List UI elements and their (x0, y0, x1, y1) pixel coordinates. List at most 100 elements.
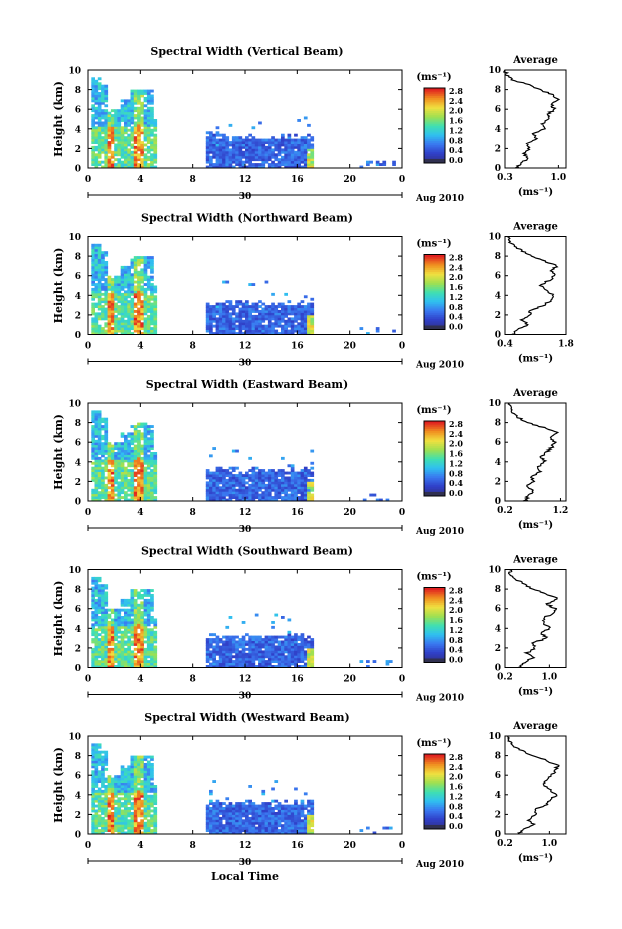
heatmap-cell (150, 143, 154, 147)
heatmap-cell (218, 829, 223, 832)
heatmap-cell (277, 488, 282, 492)
heatmap-cell (205, 319, 210, 323)
heatmap-cell (150, 478, 154, 482)
heatmap-cell (101, 647, 105, 651)
heatmap-cell (153, 488, 158, 492)
colorbar-segment (424, 295, 445, 299)
heatmap-cell (137, 826, 141, 830)
heatmap-cell (271, 652, 275, 656)
heatmap-cell (127, 789, 131, 793)
heatmap-cell (127, 432, 131, 436)
heatmap-cell (215, 319, 220, 323)
heatmap-cell (241, 302, 246, 306)
heatmap-cell (287, 650, 292, 654)
heatmap-cell (218, 138, 223, 142)
heatmap-cell (117, 486, 122, 490)
heatmap-cell (133, 665, 138, 668)
heatmap-cell (271, 148, 275, 152)
heatmap-cell (267, 652, 272, 656)
heatmap-cell (258, 652, 262, 656)
heatmap-cell (143, 290, 148, 294)
heatmap-cell (238, 476, 243, 480)
heatmap-cell (137, 324, 141, 328)
heatmap-cell (107, 821, 112, 825)
heatmap-cell (107, 275, 112, 279)
heatmap-cell (267, 327, 272, 330)
colorbar-segment (424, 488, 445, 491)
heatmap-cell (218, 150, 223, 154)
heatmap-cell (241, 476, 246, 480)
heatmap-cell (97, 787, 102, 791)
heatmap-cell (133, 94, 138, 98)
heatmap-cell (303, 155, 308, 159)
heatmap-cell (114, 116, 118, 120)
heatmap-cell (261, 474, 266, 477)
heatmap-cell (248, 133, 252, 137)
heatmap-cell (382, 163, 387, 166)
heatmap-cell (114, 787, 118, 791)
heatmap-cell (261, 165, 266, 169)
heatmap-cell (91, 329, 95, 333)
heatmap-cell (133, 660, 138, 663)
heatmap-cell (303, 141, 308, 144)
heatmap-cell (101, 87, 105, 91)
colorbar-segment (424, 596, 445, 600)
heatmap-cell (231, 449, 236, 453)
heatmap-cell (120, 322, 125, 326)
heatmap-cell (117, 133, 122, 137)
heatmap-cell (238, 488, 243, 492)
heatmap-cell (294, 633, 298, 637)
heatmap-cell (107, 647, 112, 651)
heatmap-cell (228, 826, 233, 830)
heatmap-cell (137, 476, 141, 480)
heatmap-cell (245, 493, 249, 497)
heatmap-cell (94, 292, 99, 296)
heatmap-cell (261, 312, 266, 316)
heatmap-cell (267, 148, 272, 152)
heatmap-cell (120, 616, 125, 619)
heatmap-cell (107, 163, 112, 166)
panel-title: Spectral Width (Northward Beam) (141, 212, 353, 225)
heatmap-cell (271, 310, 275, 313)
heatmap-cell (284, 498, 288, 502)
heatmap-cell (143, 618, 148, 622)
heatmap-cell (146, 133, 151, 137)
heatmap-cell (209, 160, 213, 164)
heatmap-cell (130, 317, 135, 321)
heatmap-cell (130, 290, 135, 294)
heatmap-cell (97, 427, 102, 431)
profile-y-tick-label: 10 (488, 399, 501, 409)
heatmap-cell (218, 160, 223, 164)
heatmap-cell (91, 748, 95, 752)
heatmap-cell (281, 660, 285, 663)
heatmap-cell (101, 94, 105, 98)
heatmap-cell (97, 640, 102, 644)
heatmap-cell (228, 807, 233, 810)
heatmap-cell (124, 456, 128, 460)
heatmap-cell (284, 647, 288, 651)
heatmap-cell (277, 635, 282, 639)
heatmap-cell (248, 283, 252, 286)
heatmap-cell (209, 807, 213, 810)
colorbar-segment (424, 486, 445, 489)
heatmap-cell (101, 819, 105, 823)
heatmap-cell (97, 82, 102, 86)
heatmap-cell (104, 826, 109, 830)
heatmap-cell (146, 483, 151, 487)
heatmap-cell (94, 312, 99, 316)
heatmap-cell (130, 486, 135, 490)
heatmap-cell (222, 143, 226, 147)
x-tick-label: 8 (190, 342, 196, 352)
heatmap-cell (101, 425, 105, 428)
y-tick-label: 10 (68, 233, 81, 243)
heatmap-cell (150, 596, 154, 600)
heatmap-cell (107, 780, 112, 783)
heatmap-cell (91, 652, 95, 656)
heatmap-cell (114, 295, 118, 299)
heatmap-cell (91, 138, 95, 142)
heatmap-cell (104, 99, 109, 103)
colorbar-segment (424, 625, 445, 628)
heatmap-cell (94, 287, 99, 291)
colorbar-tick-label: 0.8 (449, 635, 463, 645)
heatmap-cell (153, 645, 158, 649)
